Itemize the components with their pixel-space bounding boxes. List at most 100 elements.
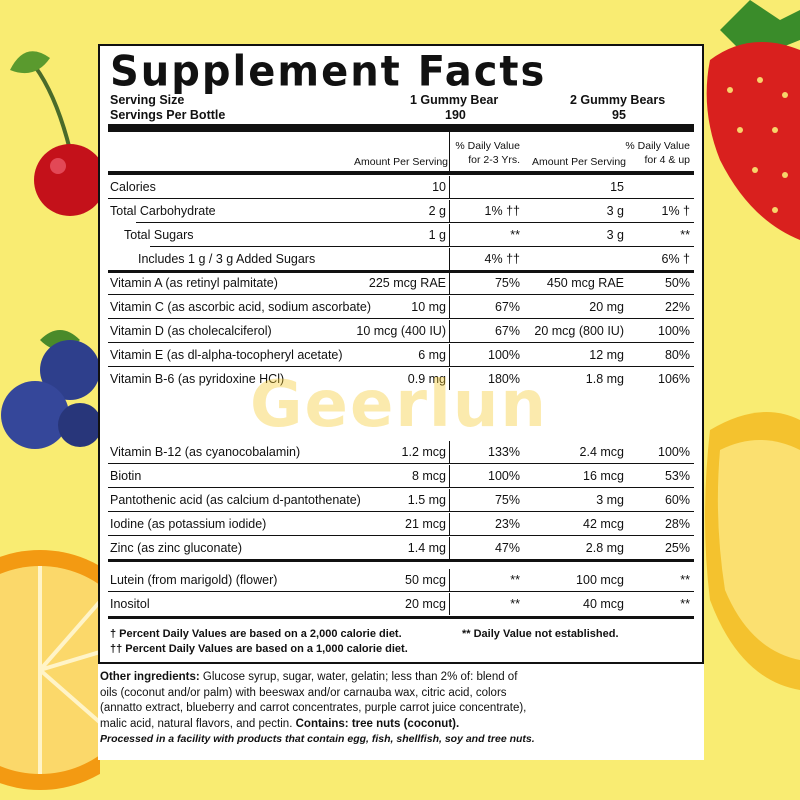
amount-b: 3 mg [596,493,624,507]
nutrient-name: Pantothenic acid (as calcium d-pantothen… [110,493,361,507]
serving-size-a: 1 Gummy Bear [410,93,499,107]
amount-b: 1.8 mg [585,372,624,386]
nutrient-name: Vitamin C (as ascorbic acid, sodium asco… [110,300,371,314]
dv-a: ** [510,597,520,611]
header-divider [108,171,694,175]
row-divider [108,198,694,199]
dv-header-b-1: % Daily Value [625,140,690,152]
amount-a: 10 [432,180,446,194]
dv-header-b-2: for 4 & up [644,154,690,166]
row-divider [108,270,694,273]
footnote-2000: † Percent Daily Values are based on a 2,… [110,628,402,640]
cell-divider [449,296,450,318]
dv-b: 1% † [661,204,691,218]
amount-b: 16 mcg [583,469,624,483]
dv-a: 75% [494,493,520,507]
nutrient-name: Calories [110,180,156,194]
other-text-1: Glucose syrup, sugar, water, gelatin; le… [199,671,518,683]
dv-b: ** [680,573,690,587]
dv-b: 80% [664,348,690,362]
amount-a: 1 g [428,228,446,242]
row-divider [108,591,694,592]
serving-size-label: Serving Size [110,93,185,107]
orange-image [0,550,100,790]
other-text-2: oils (coconut and/or palm) with beeswax … [100,686,507,699]
dv-b: 100% [658,324,690,338]
servings-count-a: 190 [445,108,466,122]
cell-divider [449,489,450,511]
row-divider [108,294,694,295]
cell-divider [449,465,450,487]
nutrient-name: Inositol [110,597,150,611]
dv-b: 60% [664,493,690,507]
cell-divider [449,513,450,535]
cell-divider [449,344,450,366]
row-divider [108,511,694,512]
amount-a: 1.4 mg [407,541,446,555]
cell-divider [449,368,450,390]
nutrient-name: Lutein (from marigold) (flower) [110,573,278,587]
amount-a: 20 mcg [405,597,446,611]
nutrient-name: Total Sugars [124,228,194,242]
nutrient-name: Vitamin D (as cholecalciferol) [110,324,272,338]
dv-header-a-2: for 2-3 Yrs. [468,154,520,166]
dv-a: 180% [488,372,520,386]
pineapple-image [705,412,800,690]
dv-b: 25% [664,541,690,555]
row-divider [108,366,694,367]
amount-b: 20 mcg (800 IU) [534,324,624,338]
amount-a: 225 mcg RAE [368,276,446,290]
dv-b: 28% [664,517,690,531]
cell-divider [449,569,450,591]
dv-a: 1% †† [484,204,520,218]
blueberry-image [1,330,100,449]
supplement-facts-panel: Supplement Facts Serving Size Servings P… [98,44,704,664]
amount-b: 3 g [606,228,624,242]
nutrient-name: Total Carbohydrate [110,204,216,218]
cell-divider [449,320,450,342]
amount-a: 50 mcg [405,573,446,587]
dv-b: 22% [664,300,690,314]
dv-b: 100% [658,445,690,459]
footnote-1000: †† Percent Daily Values are based on a 1… [110,643,408,655]
amount-header-a: Amount Per Serving [354,156,448,168]
cherry-image [10,51,106,216]
nutrient-name: Vitamin B-6 (as pyridoxine HCl) [110,372,285,386]
nutrient-name: Vitamin E (as dl-alpha-tocopheryl acetat… [110,348,343,362]
amount-b: 40 mcg [583,597,624,611]
dv-b: ** [680,597,690,611]
amount-b: 42 mcg [583,517,624,531]
amount-b: 450 mcg RAE [546,276,624,290]
cell-divider [449,272,450,294]
amount-header-b: Amount Per Serving [532,156,626,168]
other-text-3: (annatto extract, blueberry and carrot c… [100,702,527,714]
nutrient-name: Vitamin B-12 (as cyanocobalamin) [110,445,301,459]
amount-a: 0.9 mg [407,372,446,386]
dv-a: 67% [494,300,520,314]
amount-a: 2 g [428,204,446,218]
row-divider [108,318,694,319]
dv-b: 53% [664,469,690,483]
cell-divider [449,441,450,463]
amount-a: 1.5 mg [407,493,446,507]
nutrient-name: Iodine (as potassium iodide) [110,517,267,531]
footnote-divider [108,616,694,619]
dv-a: 23% [494,517,520,531]
amount-b: 2.8 mg [585,541,624,555]
thick-divider [108,124,694,132]
serving-size-b: 2 Gummy Bears [570,93,666,107]
row-divider [108,559,694,562]
amount-b: 100 mcg [576,573,624,587]
other-ingredients: Other ingredients: Glucose syrup, sugar,… [98,664,704,760]
strawberry-image [706,0,800,240]
dv-a: 67% [494,324,520,338]
row-divider [108,535,694,536]
row-divider [150,246,694,247]
other-text-4: malic acid, natural flavors, and pectin. [100,717,296,730]
other-ingredients-label: Other ingredients: [100,671,200,683]
dv-b: 6% † [661,252,691,266]
dv-a: 75% [494,276,520,290]
nutrient-name: Includes 1 g / 3 g Added Sugars [138,252,316,266]
col-divider [449,132,450,172]
dv-a: ** [510,573,520,587]
